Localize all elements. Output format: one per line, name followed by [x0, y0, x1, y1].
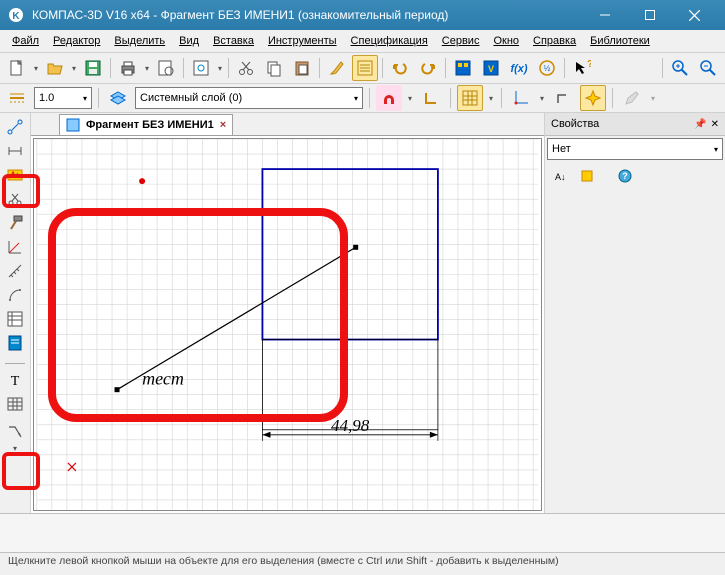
window-title: КОМПАС-3D V16 x64 - Фрагмент БЕЗ ИМЕНИ1 … — [32, 8, 582, 22]
variables-button[interactable]: V — [478, 55, 504, 81]
print-button[interactable] — [115, 55, 141, 81]
menu-tools[interactable]: Инструменты — [262, 33, 343, 49]
tool-hammer[interactable] — [2, 211, 28, 235]
svg-text:44,98: 44,98 — [331, 416, 370, 435]
fragment-icon — [66, 118, 80, 132]
tool-table[interactable] — [2, 392, 28, 416]
properties-filter-combo[interactable]: Нет ▾ — [547, 138, 723, 160]
snap-toggle[interactable] — [376, 85, 402, 111]
maximize-button[interactable] — [627, 0, 672, 30]
menu-insert[interactable]: Вставка — [207, 33, 260, 49]
copy-button[interactable] — [261, 55, 287, 81]
linetype-button[interactable] — [4, 85, 30, 111]
tool-arc[interactable] — [2, 283, 28, 307]
minimize-button[interactable] — [582, 0, 627, 30]
paste-button[interactable] — [289, 55, 315, 81]
zoom-out-button[interactable] — [695, 55, 721, 81]
svg-text:V: V — [488, 64, 494, 74]
sparkle-button[interactable] — [580, 85, 606, 111]
properties-titlebar: Свойства 📌 ✕ — [545, 113, 725, 136]
svg-text:?: ? — [622, 171, 628, 181]
prop-sort-az-icon[interactable]: A↓ — [551, 166, 571, 186]
tool-leader[interactable] — [2, 420, 28, 444]
preview-button[interactable] — [188, 55, 214, 81]
tool-text[interactable]: T — [2, 368, 28, 392]
document-tab[interactable]: Фрагмент БЕЗ ИМЕНИ1 × — [59, 114, 233, 135]
print-preview-button[interactable] — [153, 55, 179, 81]
round-button[interactable] — [550, 85, 576, 111]
tool-cut[interactable] — [2, 187, 28, 211]
svg-text:A↓: A↓ — [555, 172, 566, 182]
menu-service[interactable]: Сервис — [436, 33, 486, 49]
tool-report[interactable] — [2, 331, 28, 355]
redo-button[interactable] — [415, 55, 441, 81]
lineweight-value: 1.0 — [39, 92, 54, 104]
save-button[interactable] — [80, 55, 106, 81]
tool-dimension[interactable] — [2, 139, 28, 163]
properties-panel: Свойства 📌 ✕ Нет ▾ A↓ ? — [544, 113, 725, 513]
menu-libs[interactable]: Библиотеки — [584, 33, 656, 49]
tool-line[interactable] — [2, 115, 28, 139]
menu-window[interactable]: Окно — [487, 33, 525, 49]
svg-text:?: ? — [587, 59, 591, 70]
ortho-button[interactable] — [418, 85, 444, 111]
prop-help-icon[interactable]: ? — [615, 166, 635, 186]
cut-button[interactable] — [233, 55, 259, 81]
pen-button[interactable] — [619, 85, 645, 111]
menu-select[interactable]: Выделить — [108, 33, 171, 49]
menu-view[interactable]: Вид — [173, 33, 205, 49]
drawing-canvas[interactable]: тест 44,98 — [33, 138, 542, 511]
svg-text:½: ½ — [544, 64, 551, 73]
layer-value: Системный слой (0) — [140, 92, 242, 104]
main-area: T ▾ Фрагмент БЕЗ ИМЕНИ1 × тест 44,98 Свой… — [0, 113, 725, 513]
titlebar: K КОМПАС-3D V16 x64 - Фрагмент БЕЗ ИМЕНИ… — [0, 0, 725, 30]
app-icon: K — [8, 7, 24, 23]
open-button[interactable] — [42, 55, 68, 81]
zoom-in-button[interactable] — [667, 55, 693, 81]
status-text: Щелкните левой кнопкой мыши на объекте д… — [8, 555, 559, 567]
new-doc-button[interactable] — [4, 55, 30, 81]
fx-button[interactable]: f(x) — [506, 55, 532, 81]
tool-parametric[interactable] — [2, 235, 28, 259]
svg-text:тест: тест — [142, 369, 184, 389]
command-panel — [0, 513, 725, 552]
manager-button[interactable] — [450, 55, 476, 81]
panel-close-icon[interactable]: ✕ — [711, 119, 719, 130]
menu-help[interactable]: Справка — [527, 33, 582, 49]
properties-toolbar: A↓ ? — [545, 162, 725, 190]
lineweight-combo[interactable]: 1.0▾ — [34, 87, 92, 109]
prop-filter-icon[interactable] — [577, 166, 597, 186]
undo-button[interactable] — [387, 55, 413, 81]
svg-text:f(x): f(x) — [510, 63, 527, 75]
tab-label: Фрагмент БЕЗ ИМЕНИ1 — [86, 119, 214, 131]
properties-filter-value: Нет — [552, 143, 571, 155]
menubar: Файл Редактор Выделить Вид Вставка Инстр… — [0, 30, 725, 53]
layers-button[interactable]: ½ — [534, 55, 560, 81]
pin-icon[interactable]: 📌 — [694, 119, 706, 130]
left-toolbar: T ▾ — [0, 113, 31, 513]
statusbar: Щелкните левой кнопкой мыши на объекте д… — [0, 552, 725, 575]
layer-icon[interactable] — [105, 85, 131, 111]
toolbar-secondary: 1.0▾ Системный слой (0)▾ ▾ ▾ ▾ ▾ — [0, 84, 725, 113]
document-tabbar: Фрагмент БЕЗ ИМЕНИ1 × — [31, 113, 544, 136]
grid-toggle[interactable] — [457, 85, 483, 111]
properties-button[interactable] — [352, 55, 378, 81]
brush-button[interactable] — [324, 55, 350, 81]
svg-text:K: K — [12, 11, 20, 22]
center-area: Фрагмент БЕЗ ИМЕНИ1 × тест 44,98 — [31, 113, 544, 513]
menu-file[interactable]: Файл — [6, 33, 45, 49]
svg-text:T: T — [11, 374, 20, 389]
layer-combo[interactable]: Системный слой (0)▾ — [135, 87, 363, 109]
tool-spec[interactable] — [2, 307, 28, 331]
tool-measure[interactable] — [2, 259, 28, 283]
menu-edit[interactable]: Редактор — [47, 33, 106, 49]
tab-close-button[interactable]: × — [220, 119, 226, 131]
close-button[interactable] — [672, 0, 717, 30]
menu-spec[interactable]: Спецификация — [345, 33, 434, 49]
toolbar-main: ▾ ▾ ▾ ▾ V f(x) ½ ? — [0, 53, 725, 84]
tool-text-label[interactable] — [2, 163, 28, 187]
help-pointer-button[interactable]: ? — [569, 55, 595, 81]
axes-button[interactable] — [508, 85, 534, 111]
properties-title: Свойства — [551, 118, 599, 130]
